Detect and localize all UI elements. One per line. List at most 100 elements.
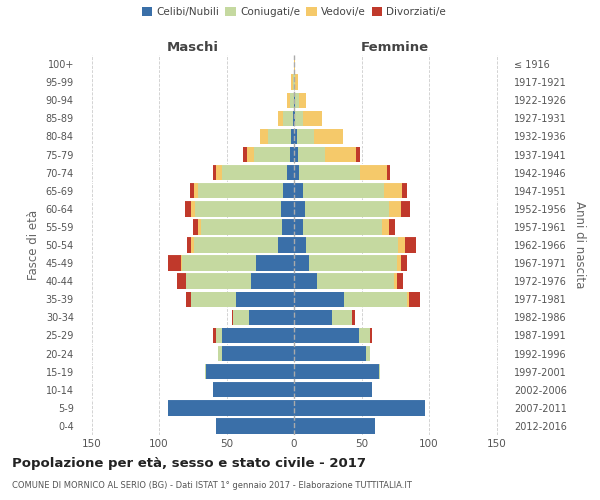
Bar [314, 128, 343, 144]
Bar [236, 292, 294, 307]
Bar [294, 274, 317, 289]
Bar [251, 274, 294, 289]
Bar [191, 201, 196, 216]
Bar [194, 183, 198, 198]
Bar [359, 328, 370, 343]
Bar [305, 201, 389, 216]
Bar [186, 292, 191, 307]
Bar [233, 310, 250, 325]
Y-axis label: Fasce di età: Fasce di età [27, 210, 40, 280]
Bar [169, 400, 294, 415]
Bar [253, 147, 290, 162]
Bar [299, 165, 360, 180]
Bar [186, 274, 251, 289]
Bar [299, 92, 306, 108]
Bar [389, 219, 395, 234]
Bar [294, 128, 296, 144]
Bar [397, 256, 401, 271]
Bar [294, 92, 295, 108]
Bar [201, 219, 282, 234]
Bar [196, 201, 281, 216]
Bar [190, 183, 194, 198]
Bar [242, 147, 247, 162]
Bar [407, 292, 409, 307]
Bar [401, 256, 407, 271]
Bar [294, 183, 304, 198]
Bar [278, 110, 283, 126]
Text: COMUNE DI MORNICO AL SERIO (BG) - Dati ISTAT 1° gennaio 2017 - Elaborazione TUTT: COMUNE DI MORNICO AL SERIO (BG) - Dati I… [12, 481, 412, 490]
Bar [409, 292, 419, 307]
Bar [206, 364, 294, 380]
Bar [281, 201, 294, 216]
Bar [223, 328, 294, 343]
Bar [294, 256, 309, 271]
Bar [213, 165, 216, 180]
Bar [304, 219, 382, 234]
Bar [344, 292, 407, 307]
Bar [294, 219, 304, 234]
Bar [294, 364, 379, 380]
Bar [356, 147, 360, 162]
Bar [216, 165, 223, 180]
Bar [387, 165, 390, 180]
Bar [191, 292, 236, 307]
Bar [306, 238, 398, 252]
Bar [402, 183, 407, 198]
Bar [397, 274, 403, 289]
Bar [169, 256, 181, 271]
Bar [294, 346, 365, 362]
Bar [365, 346, 370, 362]
Bar [291, 74, 293, 90]
Bar [389, 201, 401, 216]
Bar [360, 165, 387, 180]
Bar [218, 346, 223, 362]
Text: Femmine: Femmine [361, 41, 430, 54]
Bar [293, 110, 294, 126]
Bar [287, 165, 294, 180]
Bar [282, 219, 294, 234]
Bar [294, 310, 332, 325]
Bar [304, 183, 385, 198]
Bar [181, 256, 182, 271]
Text: Popolazione per età, sesso e stato civile - 2017: Popolazione per età, sesso e stato civil… [12, 458, 366, 470]
Bar [294, 292, 344, 307]
Bar [294, 201, 305, 216]
Bar [325, 147, 356, 162]
Bar [287, 92, 290, 108]
Bar [370, 328, 372, 343]
Bar [250, 310, 294, 325]
Bar [278, 238, 294, 252]
Text: Maschi: Maschi [167, 41, 219, 54]
Bar [379, 364, 380, 380]
Bar [382, 219, 389, 234]
Bar [223, 165, 287, 180]
Bar [294, 382, 372, 398]
Bar [294, 147, 298, 162]
Bar [294, 418, 375, 434]
Bar [223, 346, 294, 362]
Bar [268, 128, 292, 144]
Bar [247, 147, 254, 162]
Bar [317, 274, 394, 289]
Bar [205, 364, 206, 380]
Bar [332, 310, 352, 325]
Bar [292, 128, 294, 144]
Bar [213, 382, 294, 398]
Legend: Celibi/Nubili, Coniugati/e, Vedovi/e, Divorziati/e: Celibi/Nubili, Coniugati/e, Vedovi/e, Di… [137, 3, 451, 22]
Bar [352, 310, 355, 325]
Bar [213, 328, 216, 343]
Bar [191, 238, 194, 252]
Bar [283, 183, 294, 198]
Bar [294, 74, 295, 90]
Bar [182, 256, 256, 271]
Bar [216, 418, 294, 434]
Bar [260, 128, 268, 144]
Bar [294, 165, 299, 180]
Bar [283, 110, 293, 126]
Bar [398, 238, 405, 252]
Bar [298, 147, 325, 162]
Bar [295, 110, 304, 126]
Bar [232, 310, 233, 325]
Bar [385, 183, 402, 198]
Bar [193, 219, 198, 234]
